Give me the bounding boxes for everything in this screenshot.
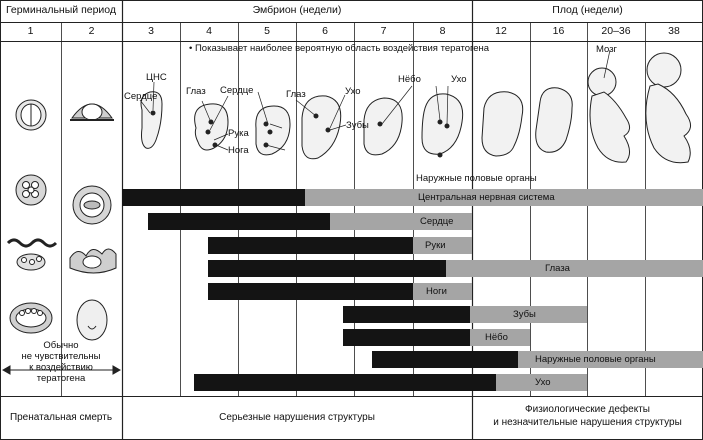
embryonic-disc-drawing xyxy=(76,299,108,341)
bar-highly-sensitive xyxy=(208,237,413,254)
embryo-week8-drawing xyxy=(421,93,464,158)
germinal-period-header: Герминальный период xyxy=(5,4,117,16)
bar-highly-sensitive xyxy=(343,306,470,323)
bar-highly-sensitive xyxy=(148,213,330,230)
fetus-header: Плод (недели) xyxy=(552,4,623,16)
week-number: 6 xyxy=(322,25,328,37)
label-cns: ЦНС xyxy=(146,72,167,83)
germinal-note-line: тератогена xyxy=(36,373,86,384)
fetus-week12-drawing xyxy=(481,91,524,157)
bar-label: Зубы xyxy=(513,309,536,320)
label-eye-week4: Глаз xyxy=(186,86,206,97)
blastocyst-implanting-drawing xyxy=(6,238,58,271)
implantation-drawing-2 xyxy=(72,185,112,225)
label-genitals: Наружные половые органы xyxy=(416,173,537,184)
footer-minor-defects: Физиологические дефекты и незначительные… xyxy=(472,403,703,429)
label-heart-week4: Сердце xyxy=(220,85,254,96)
week-number: 7 xyxy=(380,25,387,37)
week-number: 2 xyxy=(88,25,95,37)
bar-label: Глаза xyxy=(545,263,570,274)
week-number: 12 xyxy=(495,25,507,37)
fetus-week38-drawing xyxy=(645,52,691,164)
embryo-week3-drawing xyxy=(140,91,163,149)
embedded-blastocyst-drawing xyxy=(9,302,53,334)
embryo-week5-drawing xyxy=(255,105,291,156)
footer-prenatal-death: Пренатальная смерть xyxy=(9,412,113,423)
bar-highly-sensitive xyxy=(208,283,413,300)
bar-label: Наружные половые органы xyxy=(535,354,656,365)
label-ear-week8: Ухо xyxy=(451,74,467,85)
week-number: 1 xyxy=(27,25,34,37)
fetus-week20-36-drawing xyxy=(587,67,630,163)
label-teeth: Зубы xyxy=(346,120,369,131)
implantation-drawing-3 xyxy=(69,248,117,274)
bar-label: Нёбо xyxy=(485,332,508,343)
teratogen-area-note: • Показывает наиболее вероятную область … xyxy=(189,43,490,54)
week-number: 16 xyxy=(552,25,565,37)
bar-highly-sensitive xyxy=(194,374,496,391)
week-number: 20–36 xyxy=(601,25,631,37)
bar-label: Руки xyxy=(425,240,446,251)
embryo-header: Эмбрион (недели) xyxy=(252,4,342,16)
week-number: 5 xyxy=(264,25,270,37)
week-number: 38 xyxy=(668,25,680,37)
label-ear-week6: Ухо xyxy=(345,86,361,97)
morula-drawing xyxy=(15,174,47,206)
week-number: 4 xyxy=(206,25,212,37)
bar-label: Центральная нервная система xyxy=(418,192,555,203)
fetus-week16-drawing xyxy=(535,87,573,153)
week-number: 8 xyxy=(439,25,446,37)
implantation-drawing-1 xyxy=(70,103,114,121)
germinal-note-line: не чувствительны xyxy=(21,351,101,362)
germinal-note-line: к воздействию xyxy=(29,362,93,373)
label-heart-week3: Сердце xyxy=(124,91,158,102)
embryo-week6-drawing xyxy=(301,95,342,160)
label-palate: Нёбо xyxy=(398,74,421,85)
germinal-note-line: Обычно xyxy=(43,340,79,351)
bar-label: Ухо xyxy=(535,377,551,388)
bar-highly-sensitive xyxy=(343,329,470,346)
footer-minor-line2: и незначительные нарушения структуры xyxy=(493,417,682,428)
bar-highly-sensitive xyxy=(372,351,518,368)
embryo-week7-drawing xyxy=(363,97,403,156)
bar-highly-sensitive xyxy=(208,260,446,277)
label-brain: Мозг xyxy=(596,44,618,55)
zygote-drawing xyxy=(15,99,47,131)
label-eye-week5: Глаз xyxy=(286,89,306,100)
bar-highly-sensitive xyxy=(122,189,305,206)
label-leg: Нога xyxy=(228,145,249,156)
bar-label: Ноги xyxy=(426,286,447,297)
label-arm: Рука xyxy=(228,128,249,139)
germinal-insensitive-note: Обычно не чувствительны к воздействию те… xyxy=(0,340,122,384)
germinal-range-arrow xyxy=(1,365,122,375)
footer-minor-line1: Физиологические дефекты xyxy=(525,404,650,415)
bar-label: Сердце xyxy=(420,216,454,227)
week-number: 3 xyxy=(148,25,154,37)
callout-lines xyxy=(139,49,611,151)
footer-major-defects: Серьезные нарушения структуры xyxy=(219,412,375,423)
